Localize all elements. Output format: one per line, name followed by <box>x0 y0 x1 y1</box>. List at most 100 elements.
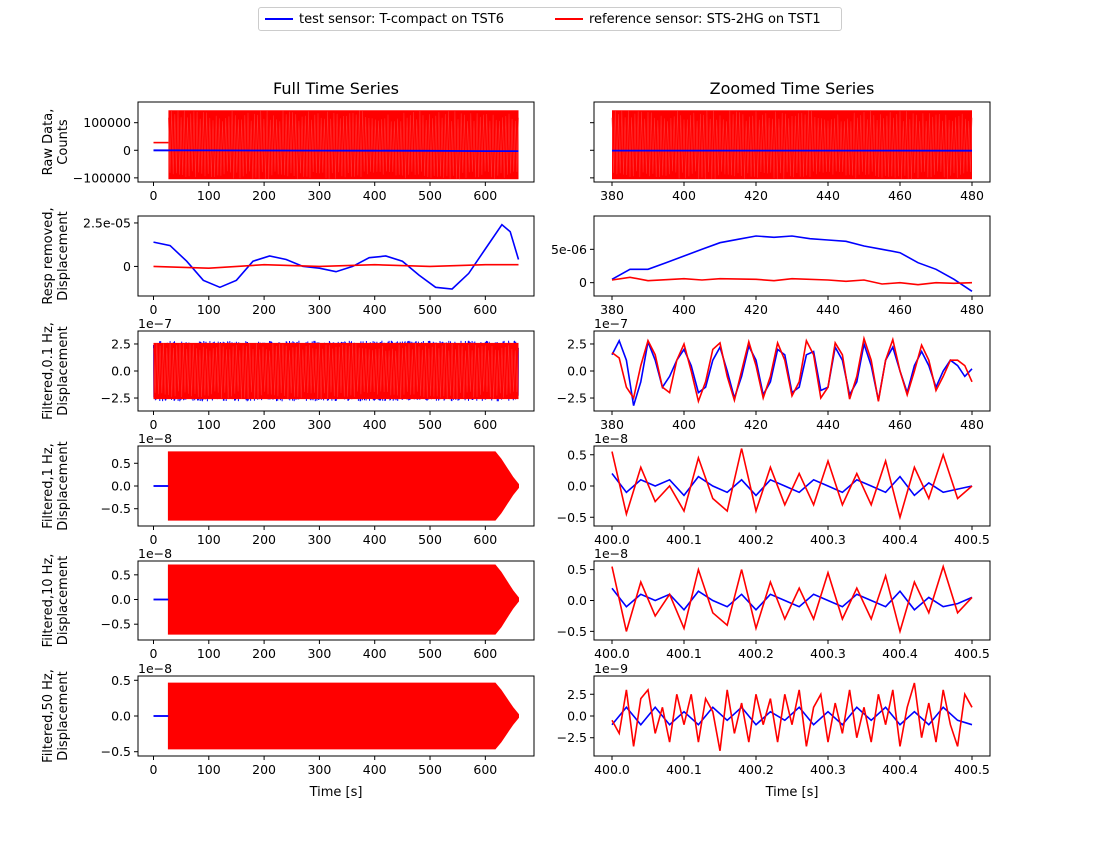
axis-offset-text: 1e−8 <box>138 546 172 561</box>
reference-series-band <box>167 682 519 750</box>
test-series-line <box>611 235 973 292</box>
x-tick-label: 400.1 <box>666 646 702 661</box>
x-tick-label: 500 <box>418 646 442 661</box>
x-tick-label: 400.4 <box>882 646 918 661</box>
y-tick-label: 0.0 <box>567 364 587 379</box>
row-2: Filtered,0.1 Hz,Displacement 0 100 200 300 40… <box>41 316 991 432</box>
y-tick-label: 0.0 <box>111 592 131 607</box>
x-tick-label: 400.1 <box>666 762 702 777</box>
y-tick-label: 0.0 <box>567 709 587 724</box>
row-3: Filtered,1 Hz,Displacement 0 100 200 300 400 5… <box>41 431 991 547</box>
x-tick-label: 400 <box>363 532 387 547</box>
test-series-line <box>153 223 520 290</box>
y-tick-label: −2.5 <box>101 391 131 406</box>
x-tick-label: 100 <box>197 417 221 432</box>
axes-frame <box>137 560 535 641</box>
legend-entry-reference: reference sensor: STS-2HG on TST1 <box>555 11 821 27</box>
x-axis-label-full: Time [s] <box>309 785 363 800</box>
y-axis-label-line: Displacement <box>56 441 71 530</box>
y-tick-label: 0 <box>123 259 131 274</box>
y-tick-label: 0.0 <box>111 479 131 494</box>
panel-full-5: 0 100 200 300 400 500 600 −0.5 0.0 0.5 1e−8 <box>101 661 535 777</box>
x-tick-label: 400.0 <box>594 532 630 547</box>
x-tick-label: 100 <box>197 532 221 547</box>
y-axis-label-line: Resp removed, <box>41 207 56 304</box>
y-tick-label: 0.0 <box>567 479 587 494</box>
y-tick-label: 2.5e-05 <box>83 215 131 230</box>
data-layer <box>611 682 973 751</box>
y-tick-label: 0.5 <box>111 673 131 688</box>
axes-frame <box>137 101 535 183</box>
axes-frame <box>593 215 991 297</box>
x-tick-label: 400.3 <box>810 532 846 547</box>
y-tick-label: −0.5 <box>101 617 131 632</box>
legend-label-test: test sensor: T-compact on TST6 <box>299 11 504 27</box>
y-tick-label: 0.0 <box>111 709 131 724</box>
x-tick-label: 500 <box>418 302 442 317</box>
x-tick-label: 380 <box>600 302 624 317</box>
y-axis-label-line: Displacement <box>56 671 71 760</box>
panel-full-4: 0 100 200 300 400 500 600 −0.5 0.0 0.5 1e−8 <box>101 546 535 661</box>
x-tick-label: 400 <box>363 188 387 203</box>
x-tick-label: 400 <box>363 302 387 317</box>
axes-frame <box>137 215 535 297</box>
legend-swatch-test <box>265 18 293 20</box>
x-tick-label: 200 <box>252 762 276 777</box>
x-tick-label: 400 <box>363 646 387 661</box>
y-axis-label-line: Filtered,0.1 Hz, <box>41 322 56 420</box>
x-tick-label: 300 <box>307 532 331 547</box>
data-layer <box>153 110 519 180</box>
x-tick-label: 400 <box>672 302 696 317</box>
y-tick-label: −0.5 <box>557 510 587 525</box>
axis-offset-text: 1e−7 <box>594 316 628 331</box>
x-tick-label: 400.3 <box>810 646 846 661</box>
x-tick-label: 400.2 <box>738 762 774 777</box>
reference-series-band <box>167 564 519 635</box>
x-tick-label: 400.3 <box>810 762 846 777</box>
data-layer <box>153 564 519 635</box>
y-tick-label: 0.5 <box>567 447 587 462</box>
x-tick-label: 0 <box>150 532 158 547</box>
y-axis-label-line: Filtered,10 Hz, <box>41 554 56 648</box>
y-axis-label: Filtered,10 Hz,Displacement <box>41 554 71 648</box>
row-1: Resp removed,Displacement 0 100 200 300 400 50… <box>41 207 991 317</box>
x-tick-label: 420 <box>744 417 768 432</box>
reference-series-texture <box>611 110 973 180</box>
x-tick-label: 400.2 <box>738 646 774 661</box>
data-layer <box>153 223 520 290</box>
y-axis-label-line: Filtered,50 Hz, <box>41 669 56 763</box>
y-tick-label: 0.0 <box>567 593 587 608</box>
x-tick-label: 500 <box>418 417 442 432</box>
y-tick-label: −0.5 <box>101 744 131 759</box>
x-tick-label: 300 <box>307 762 331 777</box>
row-5: Filtered,50 Hz,Displacement 0 100 200 300 400… <box>41 661 991 777</box>
x-tick-label: 300 <box>307 646 331 661</box>
axes-frame <box>593 101 991 183</box>
y-axis-label: Filtered,50 Hz,Displacement <box>41 669 71 763</box>
axis-offset-text: 1e−8 <box>594 431 628 446</box>
x-tick-label: 600 <box>473 188 497 203</box>
y-axis-label-line: Counts <box>56 119 71 165</box>
data-layer <box>611 110 973 180</box>
x-tick-label: 460 <box>888 188 912 203</box>
y-tick-label: −2.5 <box>557 391 587 406</box>
x-tick-label: 200 <box>252 417 276 432</box>
x-tick-label: 400.1 <box>666 532 702 547</box>
y-axis-label-line: Raw Data, <box>41 109 56 176</box>
y-tick-label: 2.5 <box>567 336 587 351</box>
y-tick-label: −100000 <box>73 170 131 185</box>
x-axis-label-zoomed: Time [s] <box>765 785 819 800</box>
x-tick-label: 400.2 <box>738 532 774 547</box>
axis-offset-text: 1e−8 <box>138 661 172 676</box>
y-tick-label: 100000 <box>83 115 131 130</box>
axis-offset-text: 1e−8 <box>594 546 628 561</box>
x-tick-label: 0 <box>150 302 158 317</box>
data-layer <box>611 335 973 406</box>
x-tick-label: 400.5 <box>954 532 990 547</box>
y-axis-label: Filtered,1 Hz,Displacement <box>41 441 71 530</box>
x-tick-label: 400.5 <box>954 762 990 777</box>
x-tick-label: 600 <box>473 646 497 661</box>
x-tick-label: 300 <box>307 188 331 203</box>
reference-series-line <box>611 448 973 521</box>
x-tick-label: 460 <box>888 302 912 317</box>
